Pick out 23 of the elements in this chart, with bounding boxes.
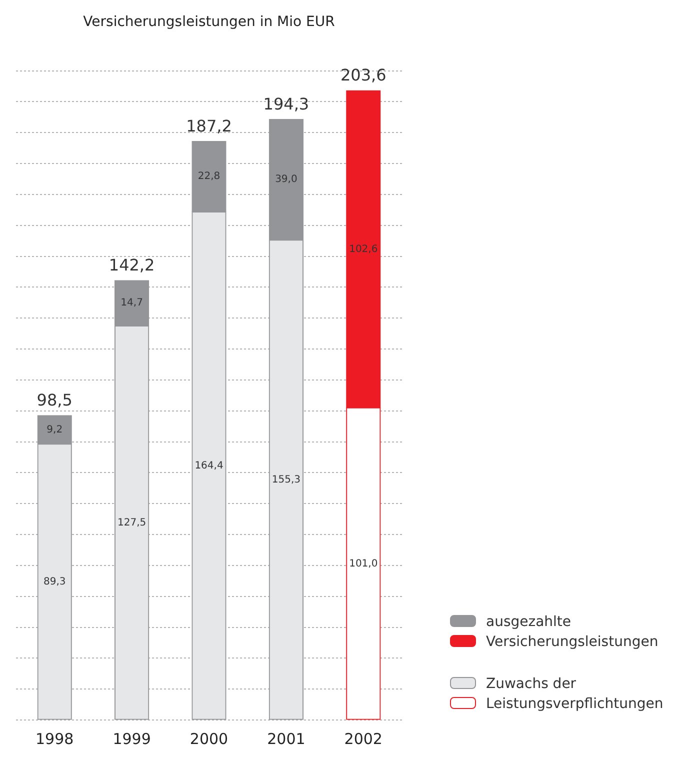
data-label: 102,6 — [349, 244, 378, 255]
data-label: 22,8 — [198, 171, 220, 182]
legend-label: Zuwachs der Leistungsverpflichtungen — [486, 675, 664, 714]
data-label: 14,7 — [120, 298, 143, 309]
x-tick-label: 1998 — [36, 730, 74, 748]
x-tick-label: 2000 — [190, 730, 228, 748]
total-label: 142,2 — [108, 256, 155, 275]
data-label: 39,0 — [275, 174, 298, 186]
data-label: 164,4 — [194, 460, 224, 472]
data-label: 101,0 — [349, 558, 378, 570]
data-label: 127,5 — [117, 517, 146, 528]
data-label: 89,3 — [43, 576, 66, 588]
total-label: 187,2 — [186, 116, 232, 136]
x-tick-label: 1999 — [112, 730, 151, 748]
legend-label: ausgezahlte Versicherungsleistungen — [486, 613, 660, 652]
data-label: 9,2 — [46, 424, 63, 436]
data-label: 155,3 — [272, 474, 301, 486]
total-label: 203,6 — [340, 66, 386, 85]
x-tick-label: 2001 — [267, 730, 306, 748]
chart-title: Versicherungsleistungen in Mio EUR — [83, 14, 336, 30]
total-label: 98,5 — [36, 390, 72, 410]
x-tick-label: 2002 — [344, 730, 382, 748]
total-label: 194,3 — [263, 94, 310, 114]
